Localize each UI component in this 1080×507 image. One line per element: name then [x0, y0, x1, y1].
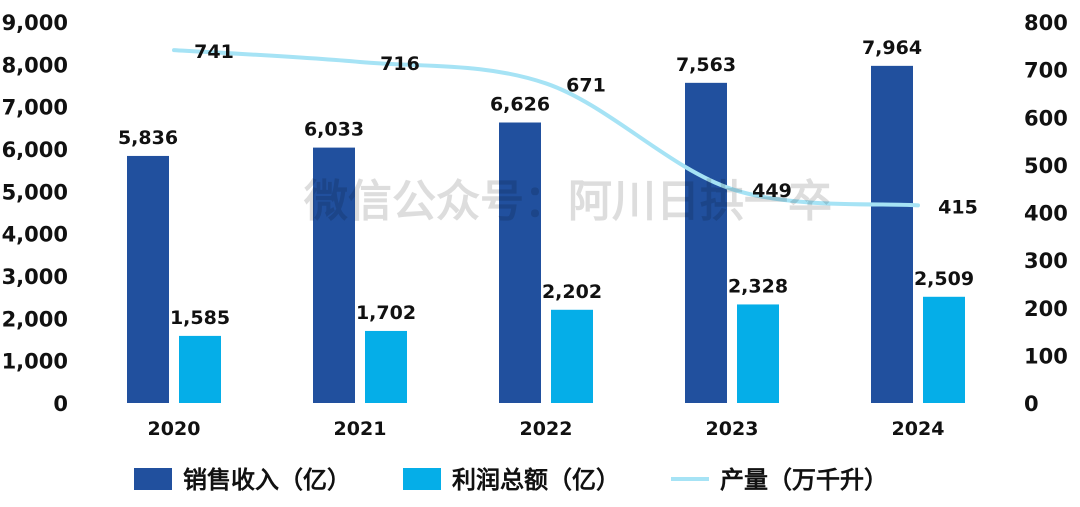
x-axis-tick-label: 2021	[334, 418, 387, 440]
bar-data-label: 6,626	[490, 93, 550, 115]
left-axis-tick-label: 0	[53, 392, 68, 416]
bar-data-label: 7,563	[676, 54, 736, 76]
line-series	[172, 48, 920, 208]
bar-profit	[737, 304, 779, 403]
line-data-label: 415	[938, 196, 978, 218]
legend-swatch-profit	[403, 468, 441, 490]
bar-data-label: 2,328	[728, 275, 788, 297]
left-axis-tick-label: 8,000	[2, 53, 68, 77]
bar-data-label: 1,702	[356, 302, 416, 324]
line-data-label: 716	[380, 53, 420, 75]
watermark: 微信公众号：阿川日拱一卒	[303, 176, 832, 227]
bar-profit	[551, 309, 593, 403]
left-axis-tick-label: 6,000	[2, 138, 68, 162]
data-labels: 5,836 6,033 6,626 7,563 7,964 1,585 1,702 2,202…	[118, 37, 978, 329]
bar-data-label: 6,033	[304, 119, 364, 141]
bar-profit	[179, 335, 221, 403]
right-axis-ticks: 0 100 200 300 400 500 600 700 800	[1024, 11, 1068, 416]
right-axis-tick-label: 100	[1024, 344, 1068, 368]
left-axis-tick-label: 3,000	[2, 265, 68, 289]
right-axis-tick-label: 500	[1024, 154, 1068, 178]
legend-label-profit: 利润总额（亿）	[452, 466, 620, 494]
right-axis-tick-label: 800	[1024, 11, 1068, 35]
left-axis-tick-label: 9,000	[2, 11, 68, 35]
bar-sales	[685, 82, 727, 403]
bar-data-label: 2,509	[914, 268, 974, 290]
left-axis-tick-label: 2,000	[2, 307, 68, 331]
bar-data-label: 5,836	[118, 127, 178, 149]
x-axis-tick-label: 2020	[148, 418, 201, 440]
x-axis-tick-label: 2023	[706, 418, 759, 440]
right-axis-tick-label: 0	[1024, 392, 1039, 416]
line-data-label: 671	[566, 74, 606, 96]
legend: 销售收入（亿） 利润总额（亿） 产量（万千升）	[134, 466, 888, 494]
right-axis-tick-label: 600	[1024, 106, 1068, 130]
right-axis-tick-label: 400	[1024, 202, 1068, 226]
x-axis-ticks: 2020 2021 2022 2023 2024	[148, 418, 945, 440]
left-axis-tick-label: 7,000	[2, 96, 68, 120]
x-axis-tick-label: 2022	[520, 418, 573, 440]
bar-sales	[127, 155, 169, 403]
right-axis-tick-label: 700	[1024, 59, 1068, 83]
bar-profit	[365, 330, 407, 403]
bar-data-label: 7,964	[862, 37, 922, 59]
line-data-label: 741	[194, 41, 234, 63]
bar-data-label: 2,202	[542, 281, 602, 303]
bar-profit	[923, 296, 965, 403]
bar-sales	[499, 122, 541, 404]
bar-sales	[871, 65, 913, 403]
left-axis-ticks: 0 1,000 2,000 3,000 4,000 5,000 6,000 7,000 8,00…	[2, 11, 68, 416]
bar-data-label: 1,585	[170, 307, 230, 329]
left-axis-tick-label: 5,000	[2, 180, 68, 204]
bar-sales	[313, 147, 355, 403]
right-axis-tick-label: 300	[1024, 249, 1068, 273]
legend-label-production: 产量（万千升）	[720, 466, 888, 494]
legend-label-sales: 销售收入（亿）	[183, 466, 351, 494]
line-data-label: 449	[752, 180, 792, 202]
bar-series	[127, 65, 965, 404]
x-axis-tick-label: 2024	[892, 418, 945, 440]
right-axis-tick-label: 200	[1024, 297, 1068, 321]
left-axis-tick-label: 4,000	[2, 223, 68, 247]
left-axis-tick-label: 1,000	[2, 350, 68, 374]
legend-swatch-sales	[134, 468, 172, 490]
